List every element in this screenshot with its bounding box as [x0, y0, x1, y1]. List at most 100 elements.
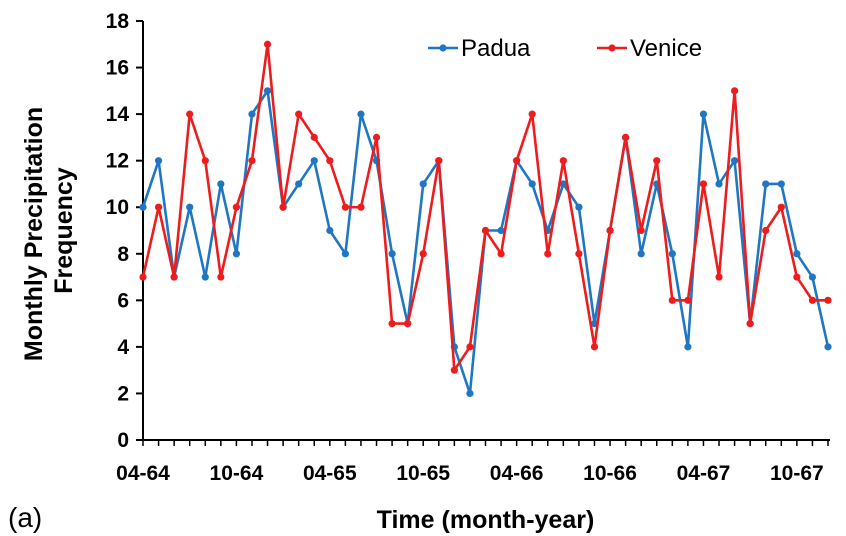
data-point-venice [715, 273, 723, 281]
data-point-venice [481, 226, 490, 235]
x-tick-label: 10-67 [770, 462, 824, 485]
series-layer [139, 40, 832, 398]
data-point-venice [248, 157, 256, 165]
data-point-venice [762, 226, 770, 235]
data-point-venice [201, 157, 209, 165]
data-point-padua [497, 226, 505, 235]
data-point-padua [824, 343, 832, 351]
data-point-padua [684, 343, 692, 351]
data-point-venice [419, 250, 427, 258]
data-point-venice [497, 250, 505, 258]
data-point-padua [575, 203, 583, 211]
x-tick-label: 10-66 [583, 462, 637, 485]
data-point-venice [622, 133, 630, 141]
y-tick-label: 2 [117, 382, 129, 405]
axes-layer: 0 2 4 6 8 10 12 14 16 18 04-64 10-64 04-65 10-65 04-66… [106, 10, 830, 485]
data-point-padua [263, 87, 272, 95]
x-tick-label: 10-64 [210, 462, 264, 485]
y-tick-label: 10 [106, 196, 129, 219]
data-point-venice [263, 40, 272, 48]
data-point-venice [170, 273, 178, 281]
legend-swatch-marker-padua [439, 44, 447, 52]
data-point-venice [186, 110, 194, 118]
data-point-venice [388, 320, 396, 328]
data-point-venice [513, 157, 521, 165]
legend-label-padua: Padua [461, 35, 531, 62]
data-point-venice [808, 296, 817, 304]
data-point-padua [341, 250, 349, 258]
data-point-venice [139, 273, 147, 281]
data-point-venice [746, 320, 754, 328]
data-point-padua [248, 110, 256, 118]
data-point-padua [762, 180, 770, 188]
data-point-venice [590, 343, 599, 351]
series-line-venice [141, 42, 828, 372]
y-axis-title: Monthly Precipitation Frequency [20, 100, 78, 361]
x-tick-label: 04-67 [677, 462, 731, 485]
data-point-venice [310, 133, 318, 141]
data-point-venice [730, 87, 739, 95]
legend-label-venice: Venice [630, 35, 702, 62]
data-point-padua [154, 157, 163, 165]
data-point-venice [777, 203, 785, 211]
data-point-venice [404, 320, 412, 328]
data-point-venice [154, 203, 163, 211]
data-point-venice [295, 110, 303, 118]
legend-swatch-marker-venice [608, 44, 616, 52]
y-axis-title-line-1: Monthly Precipitation [20, 107, 48, 361]
data-point-padua [777, 180, 785, 188]
data-point-venice [232, 203, 241, 211]
data-point-venice [450, 366, 458, 374]
data-point-venice [653, 157, 661, 165]
data-point-padua [357, 110, 365, 118]
data-point-padua [808, 273, 817, 281]
data-point-venice [793, 273, 801, 281]
data-point-venice [559, 157, 567, 165]
data-point-padua [528, 180, 536, 188]
legend: Padua Venice [428, 35, 702, 62]
data-point-padua [217, 180, 225, 188]
y-tick-label: 16 [106, 57, 129, 80]
data-point-padua [232, 250, 241, 258]
data-point-venice [372, 133, 381, 141]
y-tick-label: 8 [117, 243, 129, 266]
data-point-venice [341, 203, 349, 211]
data-point-padua [793, 250, 801, 258]
data-point-padua [186, 203, 194, 211]
panel-label: (a) [8, 502, 42, 533]
data-point-venice [217, 273, 225, 281]
data-point-padua [419, 180, 427, 188]
x-tick-label: 04-65 [303, 462, 357, 485]
x-tick-label: 04-64 [116, 462, 170, 485]
data-point-venice [606, 226, 614, 235]
data-point-padua [466, 389, 474, 398]
data-point-padua [715, 180, 723, 188]
data-point-padua [139, 203, 147, 211]
y-axis-title-line-2: Frequency [50, 167, 78, 294]
y-tick-label: 12 [106, 150, 129, 173]
data-point-padua [559, 180, 567, 188]
data-point-padua [201, 273, 209, 281]
y-tick-label: 0 [117, 429, 129, 452]
data-point-padua [326, 226, 334, 235]
data-point-padua [310, 157, 318, 165]
data-point-padua [668, 250, 676, 258]
x-axis-title: Time (month-year) [377, 506, 595, 534]
data-point-venice [279, 203, 287, 211]
data-point-venice [466, 343, 474, 351]
data-point-venice [684, 296, 692, 304]
y-tick-label: 6 [117, 289, 129, 312]
data-point-venice [699, 180, 708, 188]
data-point-padua [730, 157, 739, 165]
data-point-venice [824, 296, 832, 304]
x-tick-label: 10-65 [396, 462, 450, 485]
data-point-padua [637, 250, 645, 258]
data-point-venice [435, 157, 443, 165]
data-point-venice [357, 203, 365, 211]
data-point-venice [637, 226, 645, 235]
data-point-padua [295, 180, 303, 188]
y-tick-label: 4 [117, 336, 129, 359]
y-tick-label: 18 [106, 10, 130, 33]
data-point-padua [388, 250, 396, 258]
